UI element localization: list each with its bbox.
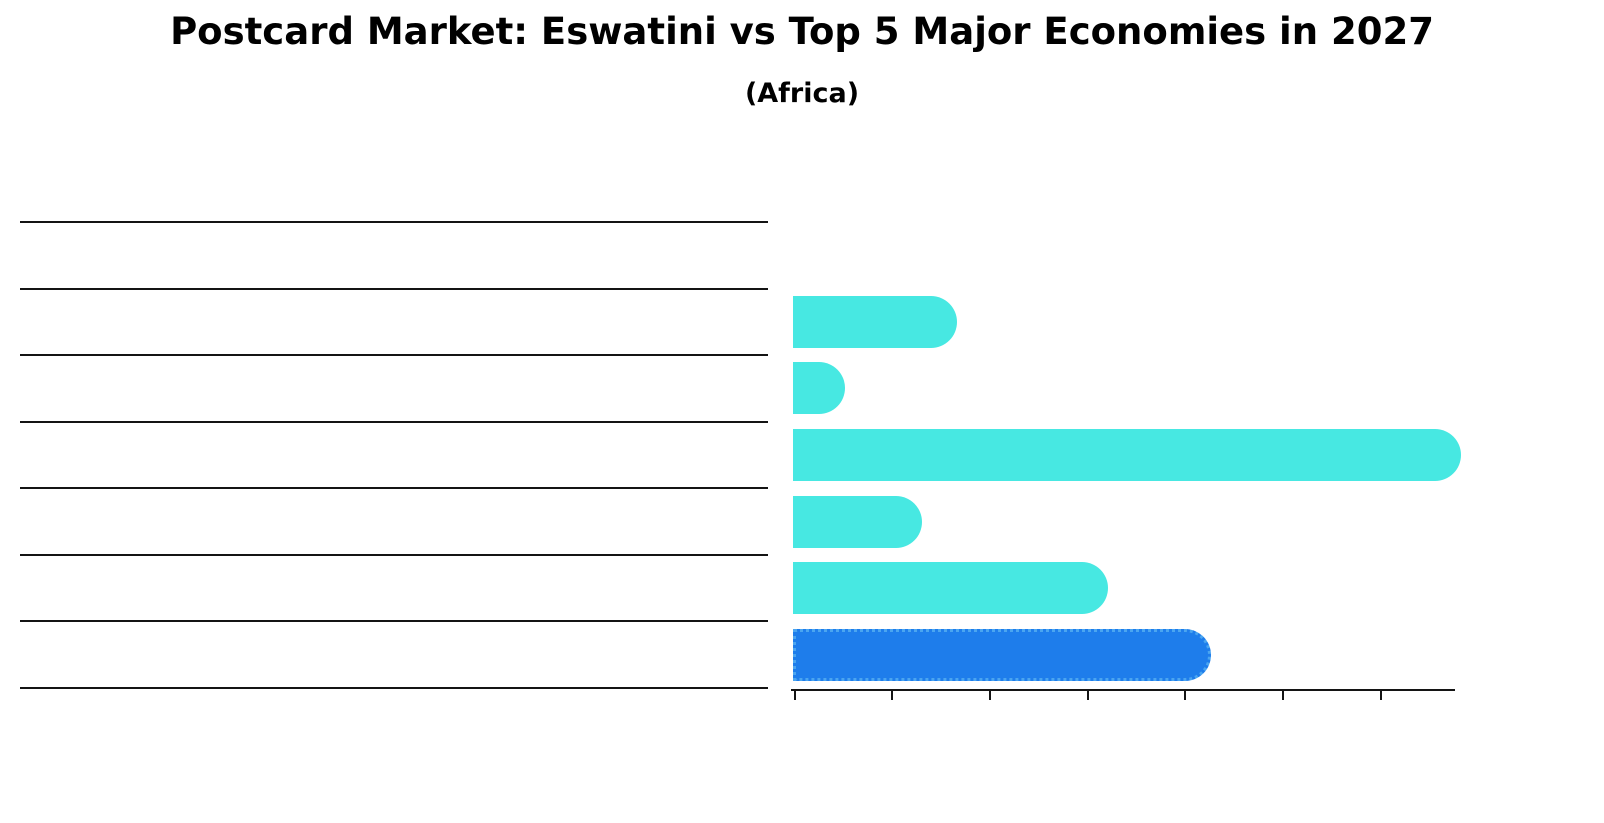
table-rule [20, 686, 768, 689]
x-axis-tick [1379, 691, 1382, 700]
x-axis-tick [1184, 691, 1187, 700]
bar-highlight-eswatini [793, 628, 1211, 681]
bar-algeria [793, 495, 922, 548]
table-rule [20, 420, 768, 423]
table-rule [20, 487, 768, 490]
table-rule [20, 354, 768, 357]
chart-title: Postcard Market: Eswatini vs Top 5 Major… [170, 10, 1434, 53]
bar-nigeria [793, 562, 1108, 615]
x-axis-tick [793, 691, 796, 700]
bar-ethiopia [793, 428, 1461, 481]
table-rule [20, 287, 768, 290]
bar-egypt [793, 295, 957, 348]
x-axis-tick [1282, 691, 1284, 700]
table-rule [20, 553, 768, 556]
table-rule [20, 221, 768, 223]
table-rule [20, 620, 768, 623]
chart-subtitle: (Africa) [744, 78, 860, 109]
x-axis-tick [1086, 691, 1089, 700]
x-axis-tick [988, 691, 991, 700]
bar-south-africa [793, 362, 845, 415]
x-axis-tick [891, 691, 894, 700]
x-axis-line [791, 689, 1455, 691]
